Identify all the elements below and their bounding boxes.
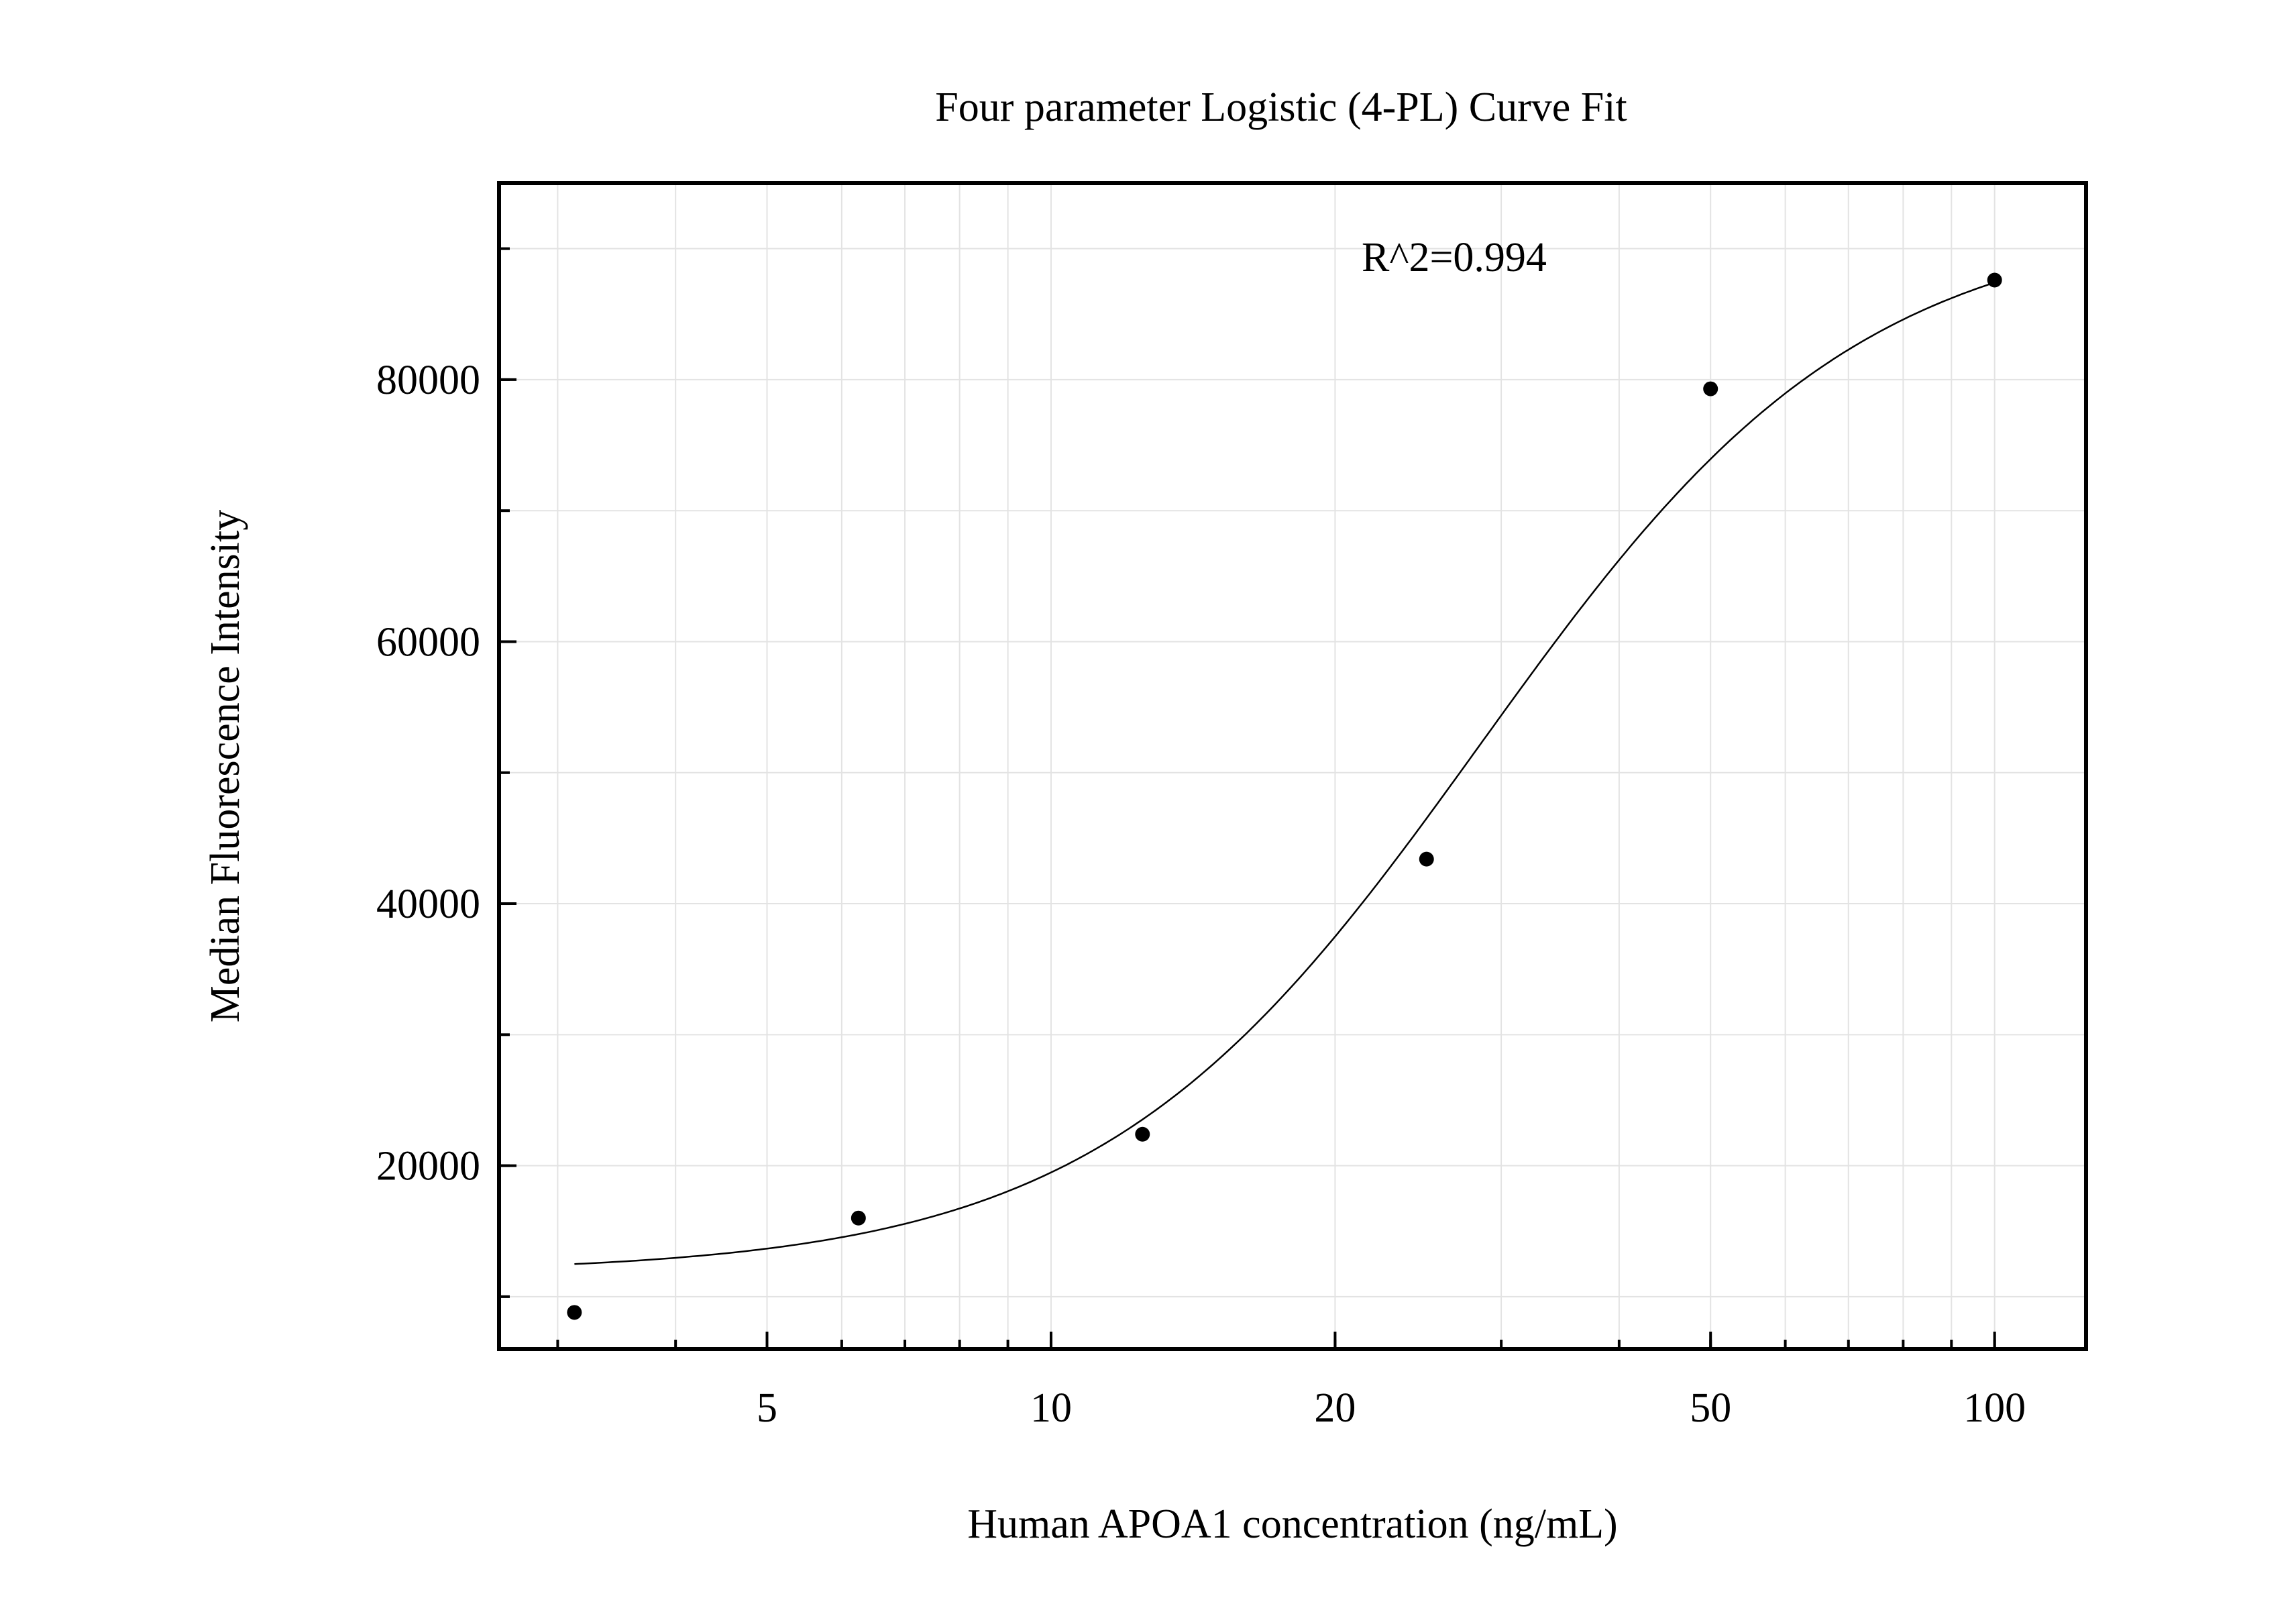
data-point: [1419, 851, 1434, 867]
x-axis-label: Human APOA1 concentration (ng/mL): [967, 1501, 1617, 1547]
data-point: [1987, 272, 2002, 288]
x-tick-label: 50: [1690, 1385, 1731, 1431]
data-point: [1703, 381, 1718, 396]
y-tick-label: 20000: [376, 1144, 480, 1189]
data-point: [851, 1210, 866, 1226]
y-tick-label: 60000: [376, 619, 480, 665]
grid: [499, 183, 2086, 1349]
y-tick-label: 80000: [376, 358, 480, 403]
y-axis-label: Median Fluorescence Intensity: [203, 510, 248, 1022]
data-point: [567, 1305, 582, 1320]
data-points: [567, 272, 2002, 1320]
y-tick-label: 40000: [376, 881, 480, 927]
r-squared-annotation: R^2=0.994: [1362, 235, 1547, 280]
chart-title: Four parameter Logistic (4-PL) Curve Fit: [935, 85, 1627, 130]
x-tick-label: 5: [757, 1385, 777, 1431]
axis-ticks: 5 10 20 50 100 20000 40000 60000 80000: [376, 247, 2026, 1431]
fit-curve: [574, 282, 1996, 1265]
x-tick-label: 100: [1963, 1385, 2026, 1431]
x-tick-label: 20: [1314, 1385, 1356, 1431]
data-point: [1135, 1126, 1150, 1142]
x-tick-label: 10: [1030, 1385, 1072, 1431]
plot-frame: [497, 181, 2088, 1351]
